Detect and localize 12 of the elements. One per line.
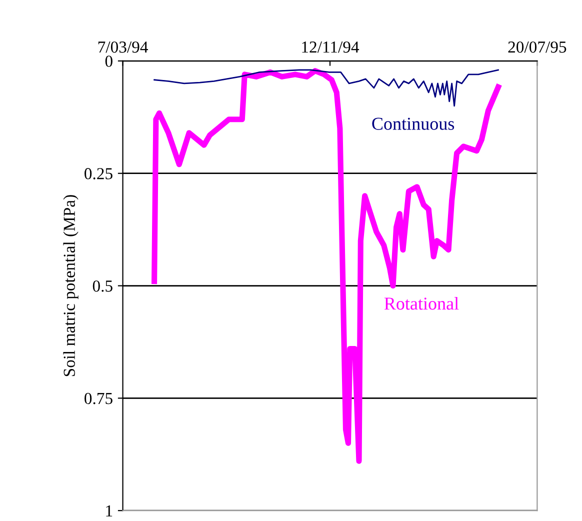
x-tick-label: 12/11/94 bbox=[302, 42, 360, 53]
x-tick-label: 20/07/95 bbox=[508, 41, 566, 53]
y-tick-label: 0.75 bbox=[84, 392, 112, 404]
y-tick-label: 0.25 bbox=[84, 168, 112, 180]
series-label: Rotational bbox=[384, 297, 459, 310]
x-tick-label: 7/03/94 bbox=[98, 41, 148, 53]
y-tick-label: 1 bbox=[106, 505, 112, 516]
line-series bbox=[154, 69, 499, 107]
y-axis-title: Soil matric potential (MPa) bbox=[63, 195, 78, 376]
series-label: Continuous bbox=[372, 118, 454, 130]
y-tick-label: 0 bbox=[105, 56, 112, 67]
y-tick-label: 0.5 bbox=[92, 280, 112, 292]
